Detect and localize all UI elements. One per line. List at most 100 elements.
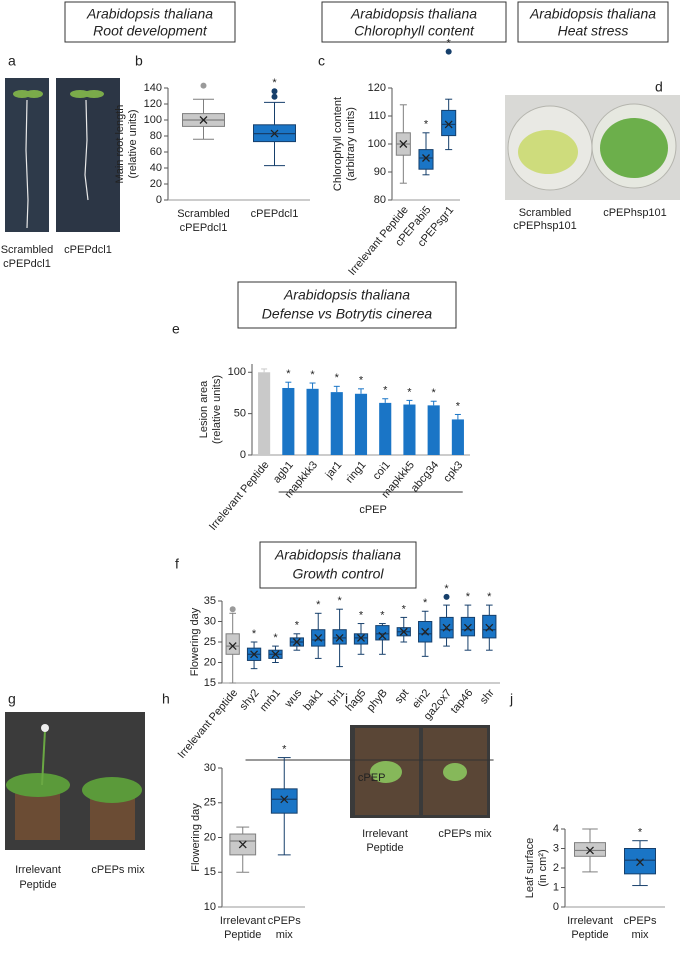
y-tick-label: 100 — [228, 366, 246, 378]
significance-mark: * — [447, 38, 452, 50]
mean-marker — [463, 623, 472, 632]
significance-mark: * — [286, 368, 291, 380]
header-box — [517, 1, 669, 43]
y-tick-label: 1 — [553, 881, 559, 893]
x-tick-label: ring1 — [344, 459, 369, 485]
significance-mark: * — [380, 609, 385, 621]
mean-marker — [199, 116, 208, 124]
mean-marker — [270, 129, 279, 138]
photo-seedlings — [5, 78, 120, 232]
significance-mark: * — [423, 597, 428, 609]
header-box — [259, 541, 417, 589]
mean-marker — [335, 633, 344, 642]
group-label: cPEP — [358, 772, 386, 784]
y-tick-label: 100 — [368, 138, 386, 150]
bar — [282, 387, 295, 455]
panel-letter: a — [8, 53, 16, 69]
outlier — [271, 93, 278, 100]
outlier — [443, 593, 450, 600]
y-tick-label: 15 — [204, 677, 216, 689]
header-line: Arabidopsis thaliana — [529, 6, 656, 22]
x-tick-label: jar1 — [323, 459, 345, 482]
y-tick-label: 110 — [368, 110, 386, 122]
photo-label: cPEPs mix — [91, 864, 145, 876]
header-line: Arabidopsis thaliana — [86, 6, 213, 22]
photo-plants — [5, 712, 145, 850]
x-tick-label: bak1 — [301, 687, 326, 713]
y-tick-label: 0 — [156, 194, 162, 206]
panel-letter: h — [162, 691, 170, 707]
panel-letter: i — [345, 691, 348, 707]
x-tick-label: Irrelevant Peptide — [176, 687, 241, 761]
mean-marker — [636, 858, 644, 867]
panel-letter: e — [172, 321, 180, 337]
x-tick-label: cPEPdcl1 — [251, 208, 299, 220]
significance-mark: * — [456, 400, 461, 412]
mean-marker — [399, 140, 408, 148]
header-line: Arabidopsis thaliana — [274, 547, 401, 563]
significance-mark: * — [638, 827, 643, 839]
header-line: Arabidopsis thaliana — [283, 287, 410, 303]
header-line: Heat stress — [558, 23, 629, 39]
significance-mark: * — [424, 119, 429, 131]
bar — [354, 393, 368, 455]
y-tick-label: 40 — [150, 162, 162, 174]
header-box — [237, 281, 457, 329]
outlier — [229, 606, 236, 613]
mean-marker — [280, 795, 289, 804]
box — [574, 842, 606, 857]
group-label: cPEP — [359, 504, 387, 516]
significance-mark: * — [252, 628, 257, 640]
photo-label: Irrelevant — [15, 864, 61, 876]
header-line: Arabidopsis thaliana — [350, 6, 477, 22]
mean-marker — [271, 650, 280, 659]
mean-marker — [250, 650, 259, 659]
y-tick-label: 35 — [204, 595, 216, 607]
significance-mark: * — [359, 375, 364, 387]
x-tick-label: spt — [393, 687, 412, 706]
y-tick-label: 120 — [368, 82, 386, 94]
x-tick-label: tap46 — [449, 687, 476, 716]
header-box — [321, 1, 507, 43]
mean-marker — [444, 120, 453, 129]
y-tick-label: 140 — [144, 82, 162, 94]
panel-letter: j — [509, 691, 513, 707]
y-axis-label: Flowering day — [189, 607, 201, 676]
x-tick-label: Peptide — [224, 929, 261, 941]
box — [353, 633, 369, 645]
y-tick-label: 30 — [204, 762, 216, 774]
significance-mark: * — [444, 583, 449, 595]
significance-mark: * — [432, 387, 437, 399]
bar — [379, 402, 392, 455]
box — [270, 788, 298, 814]
header-line: Growth control — [292, 566, 384, 582]
mean-marker — [422, 154, 430, 162]
y-tick-label: 80 — [374, 194, 386, 206]
photo-label: Scrambled — [1, 244, 54, 256]
box — [624, 848, 656, 875]
x-tick-label: Irrelevant — [567, 915, 613, 927]
y-tick-label: 3 — [553, 842, 559, 854]
y-tick-label: 0 — [240, 449, 246, 461]
y-tick-label: 30 — [204, 615, 216, 627]
y-axis-label: Lesion area — [198, 380, 210, 438]
y-axis-label: (arbitrary units) — [345, 107, 357, 181]
significance-mark: * — [359, 609, 364, 621]
y-tick-label: 90 — [374, 166, 386, 178]
significance-mark: * — [335, 372, 340, 384]
y-tick-label: 50 — [234, 408, 246, 420]
y-tick-label: 4 — [553, 823, 559, 835]
photo-pots — [350, 725, 490, 818]
mean-marker — [357, 633, 365, 642]
photo-label: cPEPhsp101 — [603, 207, 667, 219]
x-tick-label: cPEPdcl1 — [180, 222, 228, 234]
mean-marker — [485, 623, 494, 632]
bar — [258, 372, 271, 455]
header-line: Defense vs Botrytis cinerea — [262, 306, 433, 322]
y-axis-label: (relative units) — [211, 375, 223, 444]
x-tick-label: coi1 — [371, 459, 393, 482]
photo-label: Irrelevant — [362, 828, 408, 840]
mean-marker — [238, 840, 247, 849]
x-tick-label: Irrelevant — [220, 915, 266, 927]
x-tick-label: cPEPs — [268, 915, 302, 927]
